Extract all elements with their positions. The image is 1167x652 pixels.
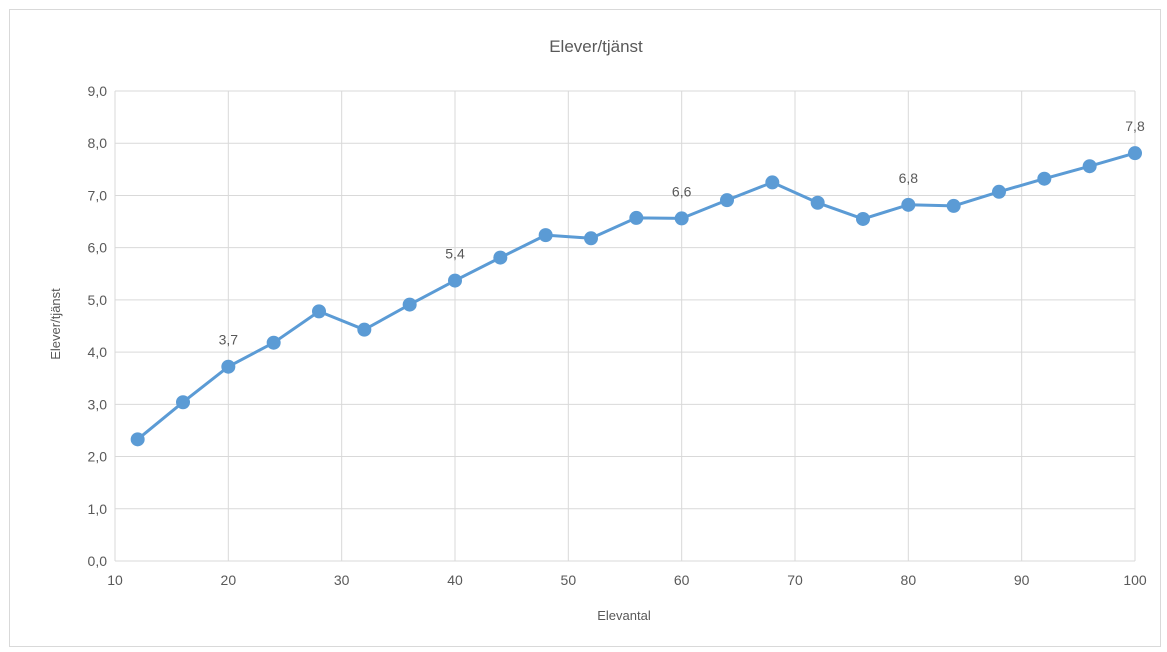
x-tick-label: 90	[1014, 572, 1030, 588]
x-tick-label: 40	[447, 572, 463, 588]
y-tick-label: 6,0	[88, 240, 108, 256]
y-tick-label: 4,0	[88, 344, 108, 360]
series	[130, 146, 1142, 447]
data-point	[901, 197, 916, 212]
y-tick-label: 9,0	[88, 83, 108, 99]
x-tick-label: 10	[107, 572, 123, 588]
data-point	[130, 432, 145, 447]
data-label: 6,6	[672, 183, 692, 199]
y-tick-label: 3,0	[88, 396, 108, 412]
x-tick-label: 30	[334, 572, 350, 588]
data-point	[1128, 146, 1142, 161]
axes: 0,0 1,0 2,0 3,0 4,0 5,0 6,0 7,0 8,0 9,0 10 20 30 40 50…	[88, 83, 1147, 588]
y-tick-label: 8,0	[88, 135, 108, 151]
data-point	[357, 322, 372, 337]
y-tick-label: 2,0	[88, 449, 108, 465]
data-point	[1037, 171, 1052, 186]
data-point	[493, 250, 508, 265]
data-labels: 3,7 5,4 6,6 6,8 7,8	[219, 118, 1145, 348]
data-point	[584, 231, 598, 246]
grid	[114, 90, 1136, 562]
y-axis-title: Elever/tjänst	[48, 288, 63, 360]
x-tick-label: 100	[1123, 572, 1147, 588]
data-label: 5,4	[445, 246, 465, 262]
data-point	[176, 395, 190, 410]
data-label: 3,7	[219, 332, 239, 348]
data-point	[765, 175, 780, 190]
x-tick-label: 80	[901, 572, 917, 588]
data-point	[538, 228, 553, 243]
x-tick-label: 60	[674, 572, 690, 588]
x-tick-label: 70	[787, 572, 803, 588]
data-point	[402, 297, 417, 312]
data-point	[266, 335, 281, 350]
data-label: 7,8	[1125, 118, 1145, 134]
data-point	[1082, 159, 1097, 174]
data-point	[629, 210, 644, 225]
x-axis-title: Elevantal	[597, 608, 651, 623]
data-point	[448, 273, 462, 288]
chart-area	[9, 9, 1161, 647]
data-point	[221, 359, 236, 374]
data-point	[946, 198, 961, 213]
y-tick-label: 1,0	[88, 501, 108, 517]
y-tick-label: 7,0	[88, 187, 108, 203]
data-point	[312, 304, 326, 319]
data-label: 6,8	[899, 170, 919, 186]
x-tick-label: 50	[561, 572, 577, 588]
x-tick-label: 20	[221, 572, 237, 588]
data-point	[856, 211, 870, 226]
data-point	[720, 193, 734, 208]
series-line	[136, 151, 1136, 441]
chart-title: Elever/tjänst	[549, 37, 643, 56]
data-point	[674, 211, 689, 226]
data-point	[992, 184, 1006, 199]
y-tick-label: 5,0	[88, 292, 108, 308]
data-point	[810, 195, 825, 210]
y-tick-label: 0,0	[88, 553, 108, 569]
